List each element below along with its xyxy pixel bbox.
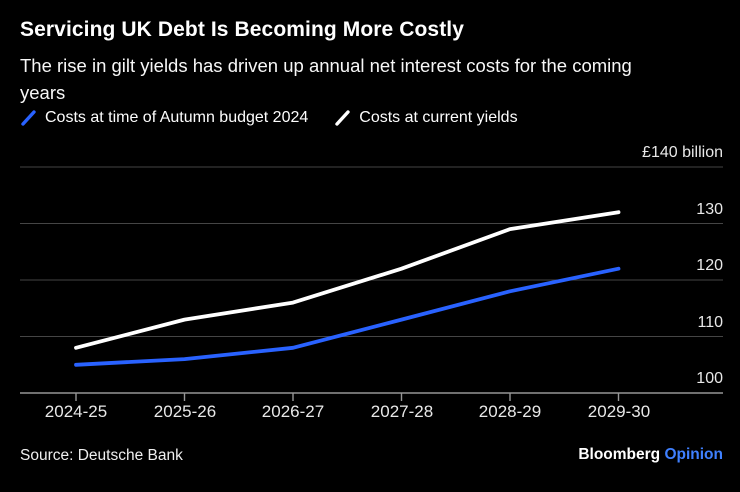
- x-axis-label: 2029-30: [587, 402, 651, 421]
- legend-item-current-yields: Costs at current yields: [334, 109, 518, 127]
- x-axis-label: 2026-27: [261, 402, 325, 421]
- chart-legend: Costs at time of Autumn budget 2024 Cost…: [20, 109, 518, 127]
- page-title: Servicing UK Debt Is Becoming More Costl…: [20, 18, 465, 41]
- y-axis-label: 130: [696, 201, 723, 218]
- slash-icon: [335, 110, 350, 126]
- legend-label-current-yields: Costs at current yields: [359, 109, 518, 126]
- x-axis-label: 2027-28: [370, 402, 434, 421]
- y-axis-label: 100: [696, 370, 723, 387]
- bloomberg-opinion-logo: Bloomberg Opinion: [578, 446, 723, 464]
- y-axis-label: £140 billion: [642, 144, 723, 161]
- series-line-autumn-budget: [74, 266, 621, 367]
- x-axis-label: 2025-26: [153, 402, 217, 421]
- brand-opinion: Opinion: [664, 446, 723, 463]
- source-note: Source: Deutsche Bank: [20, 447, 183, 464]
- brand-bloomberg: Bloomberg: [578, 446, 661, 463]
- x-axis-label: 2028-29: [478, 402, 542, 421]
- y-axis-label: 110: [697, 314, 723, 331]
- legend-item-autumn-budget: Costs at time of Autumn budget 2024: [20, 109, 308, 127]
- legend-label-autumn-budget: Costs at time of Autumn budget 2024: [45, 109, 309, 126]
- slash-icon: [21, 110, 36, 126]
- x-axis-label: 2024-25: [44, 402, 108, 421]
- series-line-current-yields: [74, 210, 621, 350]
- chart-subtitle: The rise in gilt yields has driven up an…: [20, 55, 632, 103]
- y-axis-label: 120: [696, 257, 723, 274]
